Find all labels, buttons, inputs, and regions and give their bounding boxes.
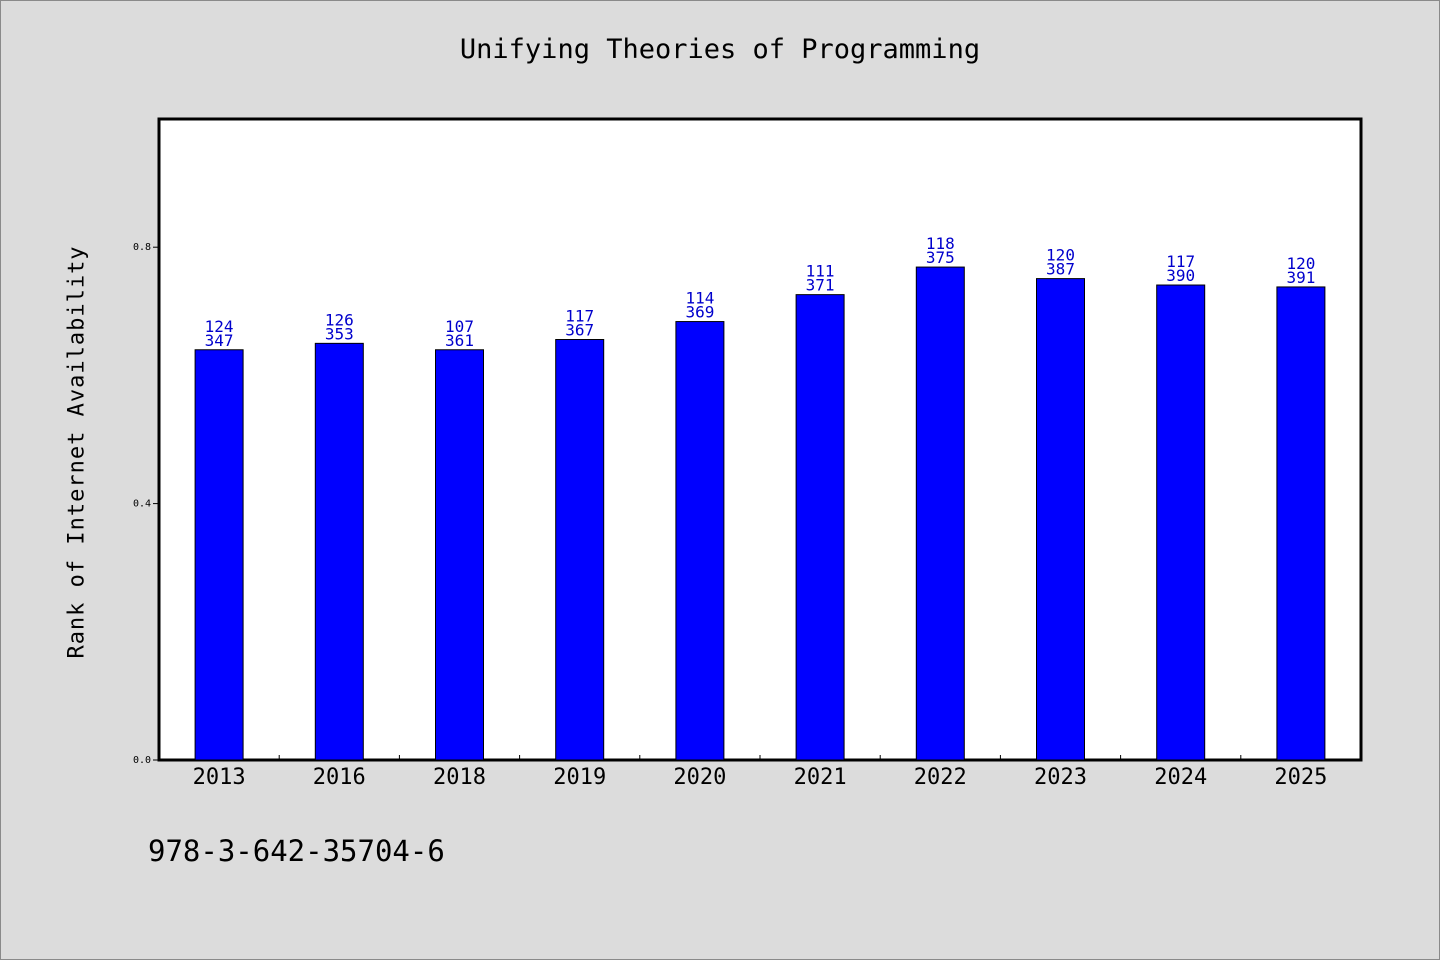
chart-title: Unifying Theories of Programming — [459, 34, 981, 65]
isbn-text: 978-3-642-35704-6 — [148, 834, 445, 868]
bar-label-top: 117 — [1166, 252, 1195, 271]
bar-label-bottom: 369 — [685, 303, 714, 322]
bar — [795, 294, 845, 761]
x-tick-label: 2023 — [1034, 765, 1087, 790]
y-tick-label: 0.4 — [133, 499, 151, 510]
bar-label-top: 120 — [1046, 246, 1075, 265]
bar-label-bottom: 387 — [1046, 260, 1075, 279]
bar-label-bottom: 367 — [565, 321, 594, 340]
bar — [1156, 284, 1206, 761]
x-tick-label: 2021 — [794, 765, 847, 790]
bar — [1276, 286, 1326, 761]
bar-label-bottom: 375 — [926, 248, 955, 267]
bar — [194, 349, 244, 761]
x-tick-label: 2020 — [673, 765, 726, 790]
y-tick-label: 0.0 — [133, 755, 151, 766]
x-tick-label: 2019 — [553, 765, 606, 790]
bar-label-bottom: 371 — [806, 276, 835, 295]
bar — [314, 342, 364, 761]
bar — [555, 339, 605, 761]
bar-label-bottom: 347 — [205, 331, 234, 350]
bar-label-bottom: 391 — [1286, 268, 1315, 287]
bar-label-top: 111 — [806, 262, 835, 281]
x-tick-label: 2018 — [433, 765, 486, 790]
bar — [915, 266, 965, 761]
bar-label-top: 118 — [926, 234, 955, 253]
x-tick-label: 2025 — [1274, 765, 1327, 790]
y-tick-label: 0.8 — [133, 242, 151, 253]
bar — [675, 321, 725, 761]
x-tick-label: 2016 — [313, 765, 366, 790]
bar-label-bottom: 361 — [445, 331, 474, 350]
x-tick-label: 2013 — [193, 765, 246, 790]
bar — [435, 349, 484, 761]
bar-label-top: 117 — [565, 307, 594, 326]
bar-label-top: 124 — [205, 317, 234, 336]
bar-label-top: 126 — [325, 310, 354, 329]
bar-label-bottom: 390 — [1166, 266, 1195, 285]
x-tick-label: 2024 — [1154, 765, 1207, 790]
bar-label-top: 114 — [685, 289, 714, 308]
bar — [1036, 278, 1085, 761]
bar-label-top: 120 — [1286, 254, 1315, 273]
bar-label-top: 107 — [445, 317, 474, 336]
bar-label-bottom: 353 — [325, 324, 354, 343]
x-tick-label: 2022 — [914, 765, 967, 790]
